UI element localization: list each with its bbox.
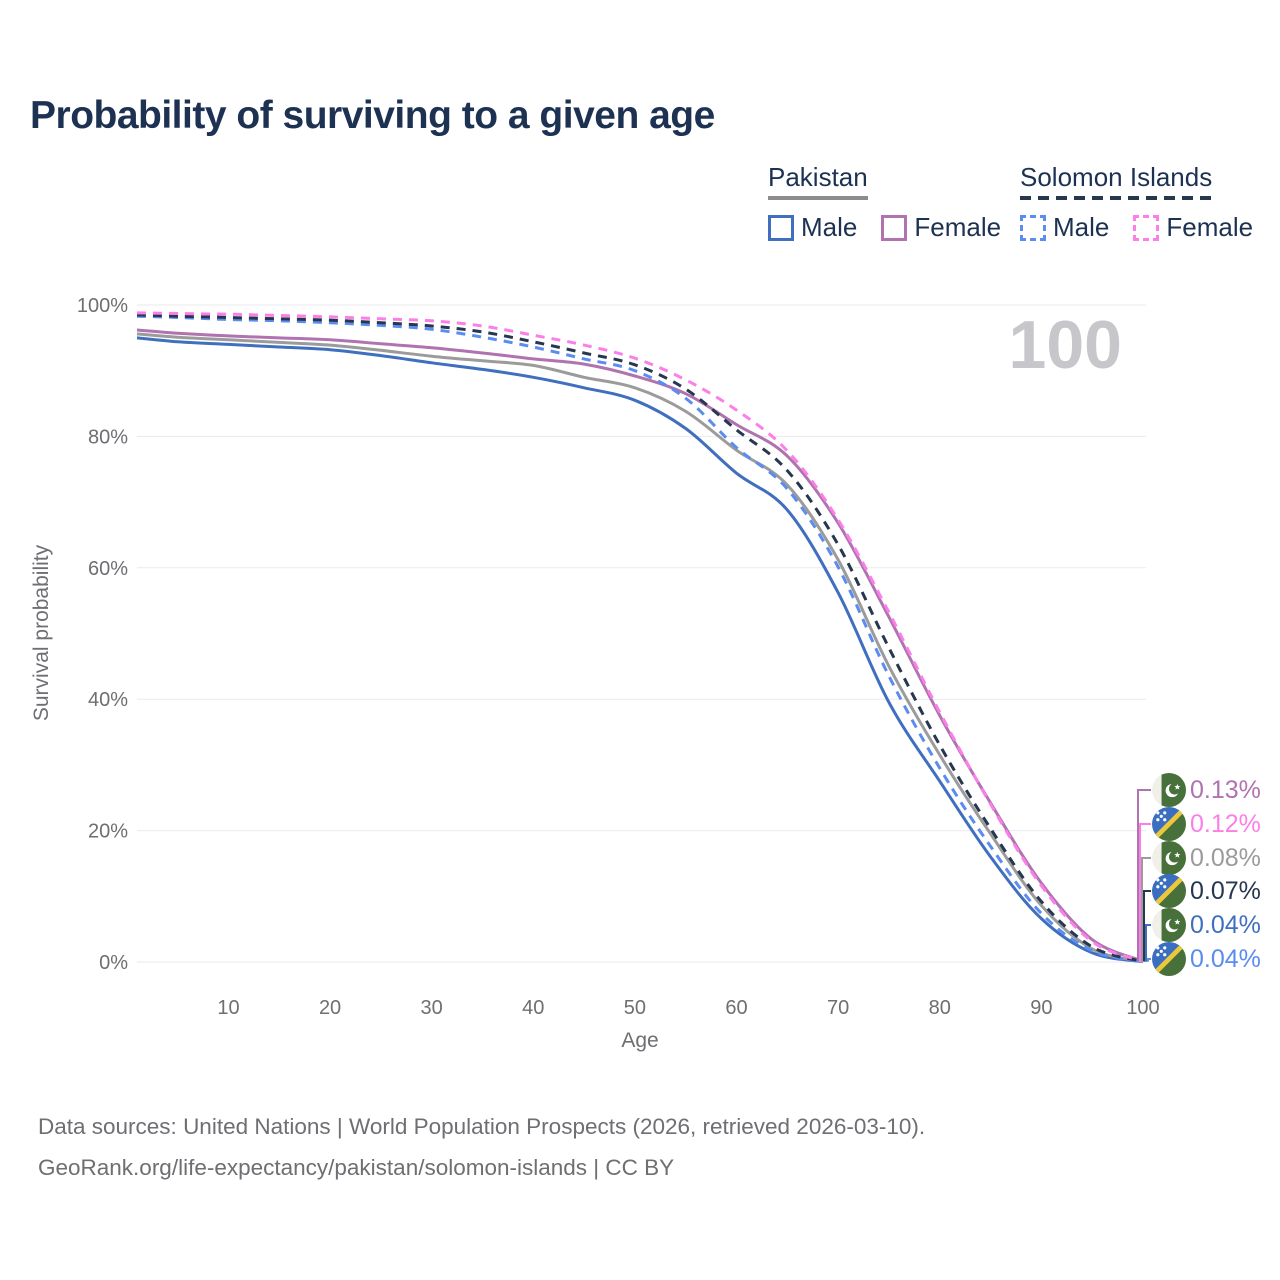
x-axis-title: Age: [621, 1029, 658, 1052]
x-tick-label: 90: [1030, 997, 1052, 1019]
legend-header-label: Pakistan: [768, 162, 868, 192]
pakistan-line-style-swatch: [768, 196, 868, 200]
legend-items-pakistan: Male Female: [768, 212, 1001, 243]
solomon-male-checkbox-icon[interactable]: [1020, 214, 1046, 241]
x-tick-label: 30: [421, 997, 443, 1019]
series-line-solomon-islands-male: [136, 314, 1144, 964]
x-tick-label: 40: [522, 997, 544, 1019]
legend-item-label: Male: [801, 212, 858, 242]
solomon-female-checkbox-icon[interactable]: [1133, 214, 1160, 241]
callout-row-solomon-islands-male: 0.04%: [1152, 942, 1261, 976]
solomon-islands-flag-icon: [1152, 942, 1186, 976]
callout-row-solomon-islands-female: 0.12%: [1152, 807, 1261, 841]
end-value-label: 0.13%: [1190, 775, 1261, 804]
x-tick-label: 100: [1126, 997, 1159, 1019]
page-title: Probability of surviving to a given age: [30, 94, 715, 137]
x-tick-label: 60: [725, 997, 747, 1019]
solomon-islands-flag-icon: [1152, 807, 1186, 841]
pakistan-flag-icon: [1152, 841, 1186, 875]
legend-item-solomon-male[interactable]: Male: [1020, 212, 1109, 243]
x-tick-label: 70: [827, 997, 849, 1019]
callout-leader-line: [1143, 890, 1151, 962]
legend-header-solomon-islands: Solomon Islands: [1020, 162, 1213, 200]
legend-items-solomon-islands: Male Female: [1020, 212, 1253, 243]
legend-group-solomon-islands: Solomon Islands Male Female: [1020, 162, 1253, 243]
series-line-solomon-islands-female: [136, 311, 1144, 963]
solomon-islands-flag-icon: [1152, 874, 1186, 908]
series-line-pakistan-female: [136, 328, 1144, 963]
y-tick-label: 0%: [99, 952, 128, 974]
footer: Data sources: United Nations | World Pop…: [38, 1106, 925, 1188]
legend-header-label: Solomon Islands: [1020, 162, 1213, 192]
y-tick-label: 80%: [88, 426, 128, 448]
age-watermark: 100: [1009, 307, 1122, 383]
legend-item-pakistan-male[interactable]: Male: [768, 212, 857, 243]
legend-item-label: Female: [914, 212, 1002, 242]
x-tick-label: 50: [624, 997, 646, 1019]
series-line-pakistan: [136, 332, 1144, 963]
y-tick-label: 60%: [88, 558, 128, 580]
y-tick-label: 40%: [88, 689, 128, 711]
callout-row-pakistan: 0.08%: [1152, 841, 1261, 875]
callout-leader-line: [1141, 857, 1151, 962]
x-tick-label: 80: [929, 997, 951, 1019]
y-tick-label: 20%: [88, 821, 128, 843]
data-sources-note: Data sources: United Nations | World Pop…: [38, 1114, 926, 1139]
y-axis-title: Survival probability: [30, 544, 53, 721]
end-value-label: 0.08%: [1190, 843, 1261, 872]
solomon-islands-line-style-swatch: [1020, 196, 1213, 200]
end-value-label: 0.04%: [1190, 944, 1261, 973]
legend-item-label: Female: [1166, 212, 1254, 242]
end-value-label: 0.04%: [1190, 910, 1261, 939]
series-line-pakistan-male: [136, 336, 1144, 964]
callout-row-pakistan-female: 0.13%: [1152, 773, 1261, 807]
callout-leader-line: [1137, 789, 1151, 962]
pakistan-flag-icon: [1152, 773, 1186, 807]
pakistan-flag-icon: [1152, 908, 1186, 942]
callout-leader-line: [1147, 958, 1151, 962]
callout-leader-line: [1145, 924, 1151, 962]
y-tick-label: 100%: [77, 295, 128, 317]
pakistan-male-checkbox-icon[interactable]: [768, 214, 794, 241]
legend-header-pakistan: Pakistan: [768, 162, 868, 200]
callout-row-pakistan-male: 0.04%: [1152, 908, 1261, 942]
end-value-label: 0.07%: [1190, 876, 1261, 905]
legend-item-label: Male: [1053, 212, 1110, 242]
x-tick-label: 10: [217, 997, 239, 1019]
attribution-note: GeoRank.org/life-expectancy/pakistan/sol…: [38, 1155, 675, 1180]
callout-row-solomon-islands: 0.07%: [1152, 874, 1261, 908]
series-line-solomon-islands: [136, 313, 1144, 963]
legend-item-solomon-female[interactable]: Female: [1133, 212, 1253, 243]
callout-leader-line: [1139, 823, 1151, 962]
pakistan-female-checkbox-icon[interactable]: [881, 214, 908, 241]
legend-item-pakistan-female[interactable]: Female: [881, 212, 1001, 243]
legend-group-pakistan: Pakistan Male Female: [768, 162, 1001, 243]
x-tick-label: 20: [319, 997, 341, 1019]
end-value-label: 0.12%: [1190, 809, 1261, 838]
